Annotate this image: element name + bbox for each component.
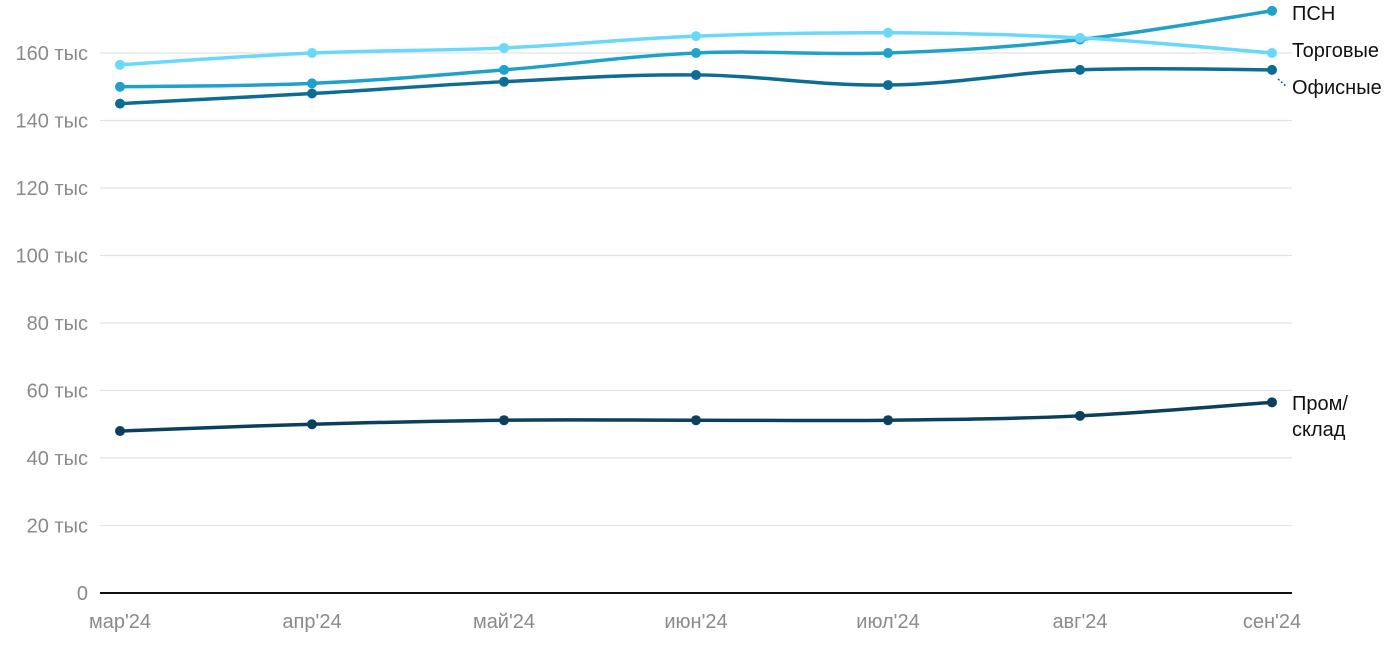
y-axis-ticks: 0 20 тыс 40 тыс 60 тыс 80 тыс 100 тыс 120 тыс 1… <box>16 43 88 605</box>
data-point-psn <box>1267 5 1277 16</box>
data-point-trade <box>307 48 317 58</box>
data-point-trade <box>115 59 125 70</box>
data-point-trade <box>1267 48 1277 58</box>
x-tick-label: июл'24 <box>856 611 919 633</box>
label-leader-line <box>1277 78 1288 88</box>
data-point-industrial <box>883 415 893 426</box>
y-tick-label: 80 тыс <box>27 313 88 335</box>
series-industrial <box>115 397 1277 436</box>
series-label: ПСН <box>1292 3 1335 25</box>
series-label: Пром/склад <box>1292 393 1348 441</box>
data-point-trade <box>1075 32 1085 43</box>
x-tick-label: сен'24 <box>1243 611 1301 633</box>
data-point-office <box>691 69 701 80</box>
data-point-industrial <box>691 415 701 426</box>
y-tick-label: 40 тыс <box>27 448 88 470</box>
x-tick-label: июн'24 <box>664 611 727 633</box>
series-labels: ПСН Торговые Офисные Пром/склад <box>1277 3 1382 441</box>
y-tick-label: 160 тыс <box>16 43 88 65</box>
data-point-office <box>883 80 893 91</box>
data-point-industrial <box>307 419 317 430</box>
data-point-psn <box>115 81 125 92</box>
y-tick-label: 60 тыс <box>27 381 88 403</box>
data-point-industrial <box>1267 397 1277 408</box>
series-lines <box>115 5 1277 436</box>
data-point-office <box>115 98 125 109</box>
y-tick-label: 140 тыс <box>16 111 88 133</box>
series-trade <box>115 27 1277 70</box>
data-point-office <box>1267 64 1277 75</box>
series-label-line: Офисные <box>1292 77 1382 99</box>
data-point-industrial <box>115 426 125 436</box>
x-tick-label: авг'24 <box>1052 611 1107 633</box>
data-point-trade <box>691 31 701 42</box>
x-tick-label: апр'24 <box>282 611 341 633</box>
data-point-psn <box>691 48 701 58</box>
data-point-industrial <box>499 415 509 426</box>
series-label-line: Торговые <box>1292 40 1379 62</box>
x-axis-ticks: мар'24 апр'24 май'24 июн'24 июл'24 авг'24 сен'… <box>89 611 1301 633</box>
data-point-psn <box>883 48 893 58</box>
data-point-trade <box>499 42 509 53</box>
data-point-industrial <box>1075 410 1085 421</box>
series-office <box>115 64 1277 109</box>
data-point-trade <box>883 27 893 38</box>
gridlines <box>100 52 1292 594</box>
x-tick-label: май'24 <box>473 611 535 633</box>
x-tick-label: мар'24 <box>89 611 151 633</box>
series-label: Торговые <box>1292 40 1379 62</box>
data-point-psn <box>307 78 317 89</box>
data-point-office <box>1075 64 1085 75</box>
series-label-line: склад <box>1292 419 1346 441</box>
data-point-psn <box>499 64 509 75</box>
y-tick-label: 20 тыс <box>27 516 88 538</box>
y-tick-label: 100 тыс <box>16 246 88 268</box>
y-tick-label: 0 <box>77 583 88 605</box>
data-point-office <box>307 88 317 99</box>
series-label: Офисные <box>1292 77 1382 99</box>
series-label-line: ПСН <box>1292 3 1335 25</box>
series-label-line: Пром/ <box>1292 393 1348 415</box>
data-point-office <box>499 76 509 87</box>
y-tick-label: 120 тыс <box>16 178 88 200</box>
